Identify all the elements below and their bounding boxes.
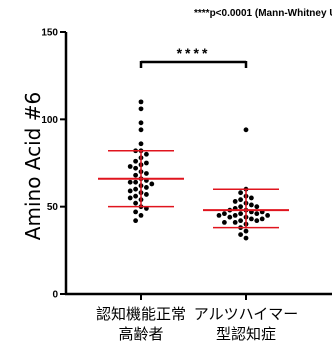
data-point — [144, 185, 149, 190]
y-tick-label: 50 — [47, 202, 59, 213]
data-point — [127, 188, 133, 194]
data-point — [238, 218, 244, 224]
data-point — [144, 192, 149, 197]
plot-area: **** — [98, 45, 289, 241]
y-tick-label: 150 — [41, 28, 58, 39]
data-point — [133, 218, 139, 224]
data-point — [238, 211, 244, 217]
data-point — [133, 179, 139, 185]
data-point — [144, 171, 149, 176]
data-point — [216, 213, 222, 218]
data-point — [259, 216, 265, 222]
data-point — [138, 213, 144, 218]
significance-test-note: ****p<0.0001 (Mann-Whitney U test) — [194, 8, 332, 19]
axes: 0 50 100 150 — [41, 28, 332, 301]
y-tick-label: 0 — [52, 290, 58, 301]
data-point — [254, 204, 260, 210]
data-point — [133, 165, 139, 171]
y-tick-label: 100 — [41, 115, 58, 126]
data-point — [238, 197, 244, 203]
x-category-label: アルツハイマー型認知症 — [194, 305, 299, 343]
data-point — [249, 195, 254, 201]
data-point — [232, 219, 238, 225]
x-category-label-line: 認知機能正常 — [96, 305, 186, 323]
data-point — [144, 151, 149, 157]
data-point — [243, 235, 249, 241]
data-point — [249, 216, 254, 222]
data-point — [133, 172, 139, 178]
data-point — [127, 179, 133, 185]
data-point — [138, 141, 144, 147]
data-point — [222, 211, 227, 217]
data-point — [243, 127, 249, 133]
data-point — [249, 202, 254, 208]
significance-stars: **** — [177, 45, 211, 61]
data-point — [144, 160, 149, 166]
x-category-label-line: 型認知症 — [216, 325, 276, 343]
data-point — [227, 214, 233, 220]
y-axis-label: Amino Acid #6 — [21, 92, 45, 240]
data-point — [254, 211, 260, 217]
data-point — [138, 120, 144, 126]
data-point — [254, 218, 260, 224]
data-point — [238, 190, 244, 196]
data-point — [138, 106, 144, 112]
data-point — [127, 164, 133, 169]
data-point — [133, 200, 139, 206]
data-point — [133, 186, 139, 192]
data-point — [238, 204, 244, 210]
data-point — [232, 213, 238, 218]
data-point — [222, 219, 227, 225]
data-point — [138, 99, 144, 105]
data-point — [238, 232, 244, 238]
data-point — [138, 127, 144, 133]
data-point — [149, 181, 155, 187]
x-category-label-line: アルツハイマー — [194, 305, 299, 323]
x-category-label: 認知機能正常高齢者 — [96, 305, 186, 343]
data-point — [127, 195, 133, 201]
data-point — [133, 158, 139, 164]
data-point — [265, 213, 270, 218]
data-point — [232, 199, 238, 204]
data-point — [243, 228, 249, 234]
data-point — [133, 193, 139, 199]
data-point — [133, 209, 139, 215]
x-category-label-line: 高齢者 — [118, 325, 163, 343]
